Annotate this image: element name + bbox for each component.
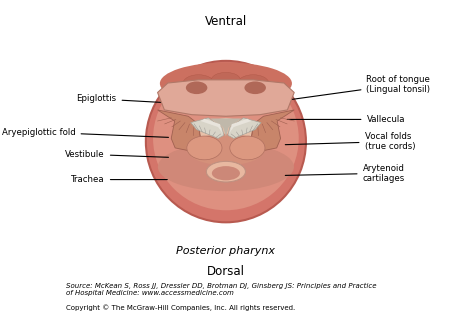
Text: Epiglottis: Epiglottis (76, 94, 180, 103)
Polygon shape (187, 118, 265, 154)
Ellipse shape (200, 84, 225, 99)
Ellipse shape (146, 61, 306, 222)
Ellipse shape (187, 136, 222, 160)
Text: Vestibule: Vestibule (65, 150, 168, 159)
Ellipse shape (207, 161, 245, 182)
Ellipse shape (160, 62, 292, 104)
Ellipse shape (186, 81, 207, 94)
Text: Source: McKean S, Ross JJ, Dressler DD, Brotman DJ, Ginsberg JS: Principles and : Source: McKean S, Ross JJ, Dressler DD, … (66, 282, 376, 296)
Ellipse shape (153, 66, 299, 210)
Ellipse shape (211, 73, 241, 88)
Text: Arytenoid
cartilages: Arytenoid cartilages (285, 163, 405, 183)
Polygon shape (228, 119, 251, 135)
Ellipse shape (238, 75, 269, 92)
Polygon shape (191, 118, 224, 138)
Ellipse shape (212, 166, 240, 180)
Polygon shape (251, 110, 294, 151)
Text: Ventral: Ventral (205, 15, 247, 28)
Ellipse shape (207, 161, 245, 182)
Polygon shape (157, 110, 201, 151)
Text: Aryepiglottic fold: Aryepiglottic fold (2, 128, 168, 137)
Text: Copyright © The McGraw-Hill Companies, Inc. All rights reserved.: Copyright © The McGraw-Hill Companies, I… (66, 305, 295, 311)
Text: Trachea: Trachea (71, 175, 167, 184)
Polygon shape (157, 80, 294, 116)
Ellipse shape (227, 84, 252, 99)
Text: Root of tongue
(Lingual tonsil): Root of tongue (Lingual tonsil) (287, 75, 430, 100)
Polygon shape (228, 118, 261, 138)
Text: Vocal folds
(true cords): Vocal folds (true cords) (285, 132, 415, 151)
Ellipse shape (230, 136, 265, 160)
Text: Vallecula: Vallecula (287, 115, 405, 124)
Ellipse shape (158, 143, 294, 191)
Ellipse shape (187, 134, 265, 165)
Ellipse shape (183, 75, 214, 92)
Ellipse shape (244, 81, 266, 94)
Polygon shape (201, 119, 224, 135)
Text: Posterior pharynx: Posterior pharynx (177, 246, 275, 256)
Polygon shape (210, 119, 242, 136)
Ellipse shape (212, 166, 240, 180)
Text: Dorsal: Dorsal (207, 265, 245, 278)
